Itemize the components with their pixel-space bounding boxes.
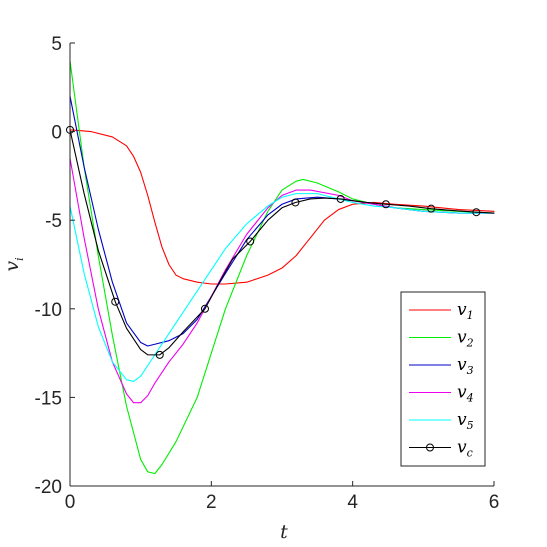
legend-label-v4: v4 — [457, 383, 474, 405]
x-tick-label: 0 — [65, 492, 76, 513]
data-point-vc — [111, 297, 120, 306]
x-tick-label: 2 — [206, 492, 217, 513]
data-point-vc — [336, 194, 345, 203]
legend-label-v1: v1 — [457, 300, 474, 322]
legend-label-v3: v3 — [457, 355, 474, 377]
data-point-vc — [381, 200, 390, 209]
data-point-vc — [291, 198, 300, 207]
x-tick-label: 6 — [489, 492, 500, 513]
legend: v1 v2 v3 v4 v5 vc — [400, 291, 486, 467]
series-layer — [66, 60, 495, 475]
y-tick-label: 0 — [51, 123, 62, 144]
y-tick-label: 5 — [51, 34, 62, 55]
x-axis-label: t — [280, 521, 288, 543]
y-tick-label: -5 — [45, 211, 62, 232]
axes-layer: 0 2 4 6 5 0 -5 -10 -15 -20 t vi — [1, 34, 499, 543]
x-tick-label: 4 — [347, 492, 358, 513]
y-tick-label: -15 — [35, 388, 62, 409]
legend-label-vc: vc — [457, 438, 473, 460]
data-point-vc — [200, 304, 209, 313]
data-point-vc — [427, 204, 436, 213]
data-point-vc — [155, 350, 164, 359]
series-line-v5 — [69, 193, 495, 382]
data-point-vc — [472, 208, 481, 217]
data-point-vc — [246, 237, 255, 246]
y-tick-label: -10 — [35, 300, 62, 321]
legend-box — [400, 291, 486, 467]
legend-marker — [426, 443, 434, 452]
y-tick-label: -20 — [35, 477, 62, 498]
y-axis-label: vi — [1, 257, 26, 271]
legend-label-v5: v5 — [457, 410, 474, 432]
legend-label-v2: v2 — [457, 328, 474, 350]
series-line-vc — [69, 129, 495, 356]
